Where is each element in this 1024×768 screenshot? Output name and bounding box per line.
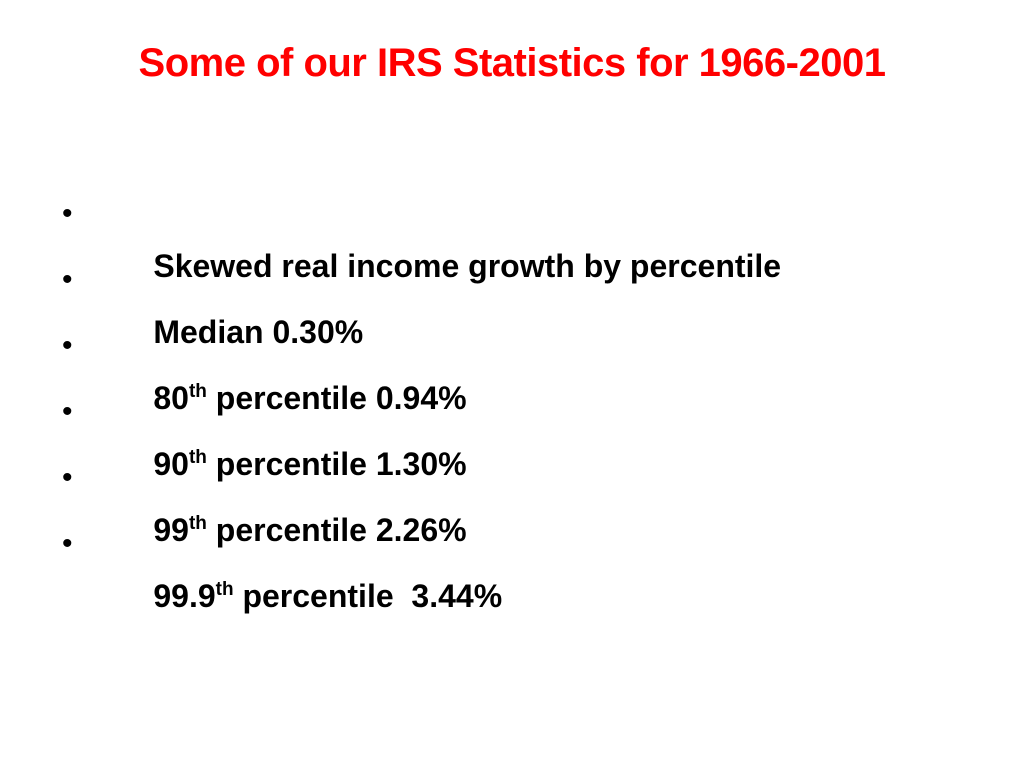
ordinal-suffix: th bbox=[188, 513, 207, 534]
bullet-text: 80 bbox=[153, 380, 189, 416]
bullet-text: 99.9 bbox=[153, 578, 216, 614]
bullet-icon: • bbox=[62, 461, 73, 494]
bullet-item: • Median 0.30% bbox=[62, 254, 962, 350]
bullet-text-rest: percentile 3.44% bbox=[233, 578, 503, 614]
bullet-text-rest: percentile 0.94% bbox=[206, 380, 467, 416]
bullet-text-rest: percentile 1.30% bbox=[206, 446, 467, 482]
bullet-item: • 80th percentile 0.94% bbox=[62, 320, 962, 416]
bullet-list: • Skewed real income growth by percentile… bbox=[62, 188, 962, 614]
bullet-text: Median 0.30% bbox=[153, 314, 364, 350]
ordinal-suffix: th bbox=[215, 579, 234, 600]
bullet-text: Skewed real income growth by percentile bbox=[153, 248, 782, 284]
slide-title: Some of our IRS Statistics for 1966-2001 bbox=[138, 41, 886, 85]
bullet-text: 90 bbox=[153, 446, 189, 482]
bullet-item: • Skewed real income growth by percentile bbox=[62, 188, 962, 284]
bullet-icon: • bbox=[62, 329, 73, 362]
bullet-icon: • bbox=[62, 197, 73, 230]
bullet-text: 99 bbox=[153, 512, 189, 548]
bullet-text-rest: percentile 2.26% bbox=[206, 512, 467, 548]
bullet-item: • 90th percentile 1.30% bbox=[62, 386, 962, 482]
bullet-icon: • bbox=[62, 395, 73, 428]
ordinal-suffix: th bbox=[188, 381, 207, 402]
bullet-icon: • bbox=[62, 527, 73, 560]
bullet-icon: • bbox=[62, 263, 73, 296]
bullet-item: • 99th percentile 2.26% bbox=[62, 452, 962, 548]
ordinal-suffix: th bbox=[188, 447, 207, 468]
bullet-item: • 99.9th percentile 3.44% bbox=[62, 518, 962, 614]
